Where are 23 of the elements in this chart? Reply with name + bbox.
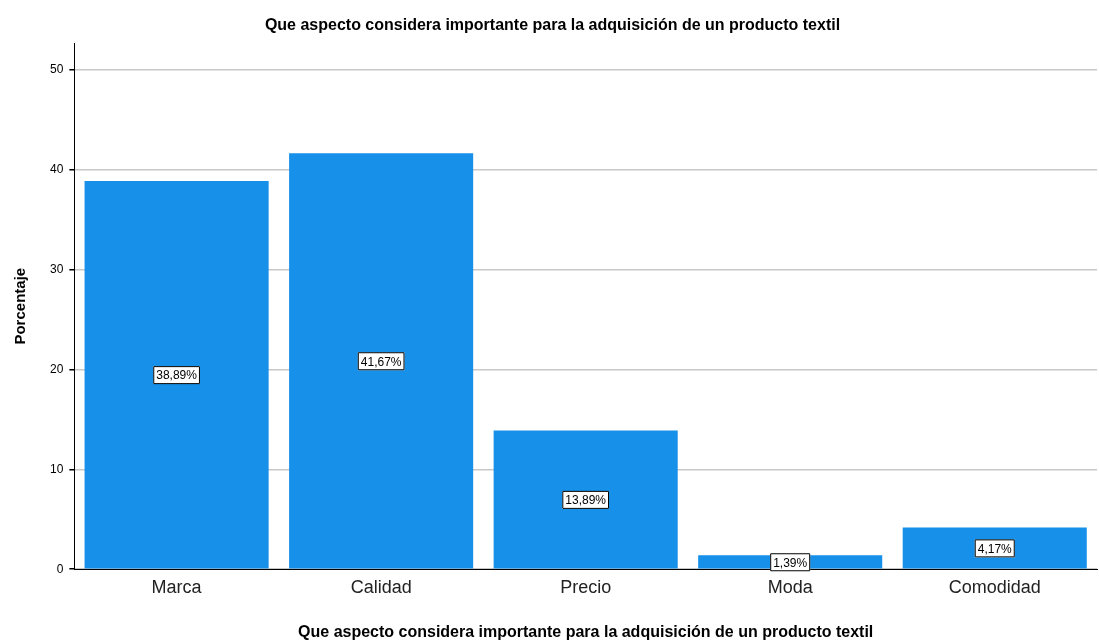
chart-title: Que aspecto considera importante para la adquisición de un producto textil	[264, 16, 841, 34]
bar	[84, 181, 269, 569]
y-tick-label: 30	[49, 262, 64, 277]
x-tick-label: Calidad	[350, 576, 412, 597]
x-axis-title: Que aspecto considera importante para la adquisición de un producto textil	[298, 622, 874, 640]
bar	[902, 527, 1087, 569]
x-tick-label: Marca	[151, 576, 203, 597]
y-axis-title: Porcentaje	[11, 267, 29, 345]
y-tick-label: 40	[49, 162, 64, 177]
data-label: 13,89%	[565, 493, 607, 508]
data-label: 41,67%	[360, 354, 402, 369]
bar	[493, 430, 678, 569]
data-label: 4,17%	[977, 541, 1013, 556]
y-tick-label: 0	[56, 561, 64, 576]
x-tick-label: Comodidad	[948, 576, 1041, 597]
x-tick-label: Moda	[767, 576, 814, 597]
data-label: 38,89%	[156, 368, 198, 383]
y-tick-label: 50	[49, 62, 64, 77]
y-tick-label: 20	[49, 361, 64, 376]
data-label: 1,39%	[773, 555, 808, 570]
y-tick-label: 10	[49, 461, 64, 476]
x-tick-label: Precio	[560, 576, 612, 597]
bar	[289, 153, 474, 569]
